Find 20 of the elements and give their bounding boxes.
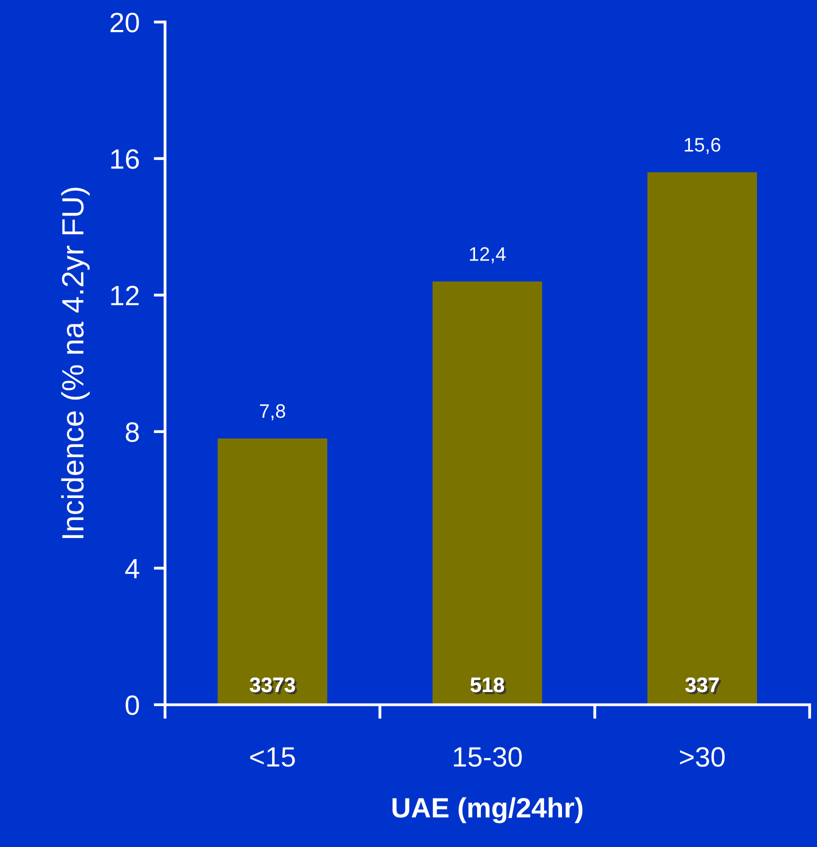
data-label: 12,4 bbox=[470, 247, 506, 264]
y-tick-label: 8 bbox=[126, 422, 139, 442]
data-label: 7,8 bbox=[260, 404, 286, 420]
bar bbox=[432, 281, 542, 705]
x-tick-label: >30 bbox=[680, 747, 725, 767]
y-tick-label: 16 bbox=[111, 149, 139, 169]
bar bbox=[218, 438, 328, 705]
x-tick-label: 15-30 bbox=[454, 747, 522, 767]
y-tick-label: 20 bbox=[110, 12, 139, 32]
annotation: 518 bbox=[470, 678, 506, 694]
y-tick-label: 12 bbox=[111, 286, 139, 306]
x-axis-title: UAE (mg/24hr) bbox=[392, 797, 582, 824]
y-tick-label: 0 bbox=[126, 695, 139, 716]
data-label: 15,6 bbox=[684, 138, 720, 154]
y-tick-label: 4 bbox=[125, 559, 140, 578]
annotation: 3373 bbox=[250, 678, 297, 694]
bar bbox=[647, 172, 758, 705]
x-tick-label: <15 bbox=[250, 747, 295, 767]
y-axis-title: Incidence (% na 4.2yr FU) bbox=[61, 188, 90, 538]
annotation: 337 bbox=[685, 678, 721, 694]
